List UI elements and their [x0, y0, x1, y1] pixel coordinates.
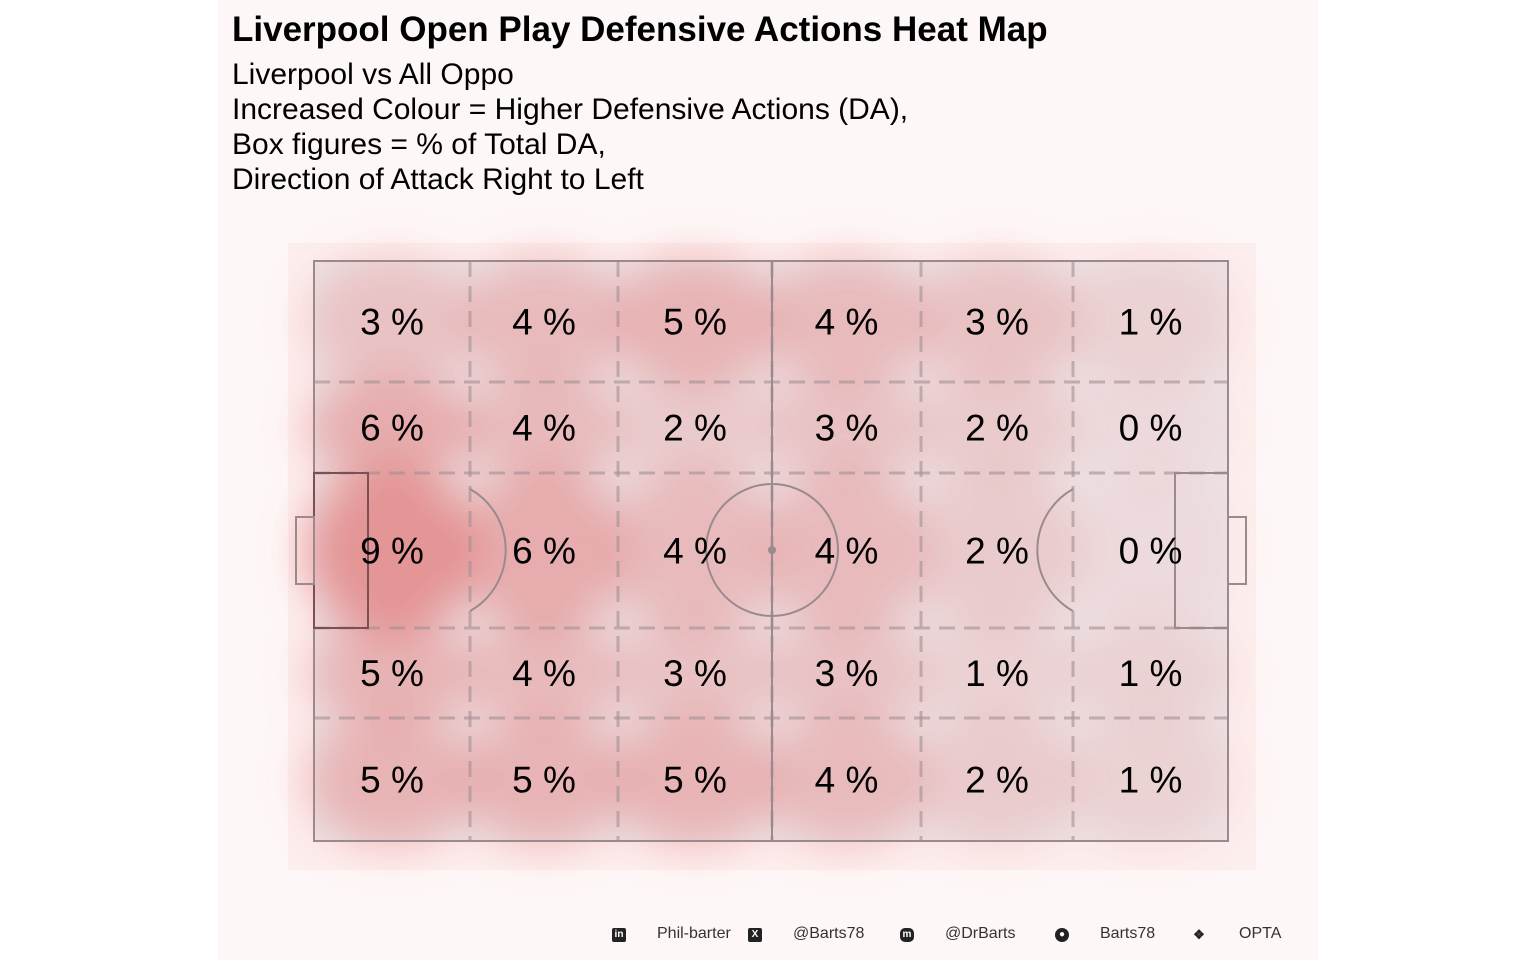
zone-percent-label: 2 % [965, 760, 1029, 801]
zone-percent-label: 1 % [1119, 653, 1183, 694]
mastodon-icon: m [900, 928, 914, 942]
centre-circle [705, 483, 839, 617]
heat-cell [610, 465, 780, 636]
heat-cell [764, 377, 929, 478]
heat-cell [913, 377, 1081, 478]
footer-github[interactable]: Barts78 [1100, 925, 1156, 942]
zone-percent-label: 4 % [815, 531, 879, 572]
x-twitter-icon: X [748, 928, 762, 942]
right-goal [1227, 516, 1247, 585]
heat-cell [913, 465, 1081, 636]
zone-percent-label: 0 % [1119, 531, 1183, 572]
zone-percent-label: 1 % [1119, 302, 1183, 343]
zone-percent-label: 5 % [663, 302, 727, 343]
subtitle-line-3: Box figures = % of Total DA, [232, 128, 606, 161]
heat-cell [764, 254, 929, 389]
zone-percent-label: 3 % [965, 302, 1029, 343]
zone-percent-label: 3 % [663, 653, 727, 694]
zone-percent-label: 2 % [965, 531, 1029, 572]
zone-percent-label: 5 % [360, 760, 424, 801]
heat-cell [462, 377, 626, 478]
zone-percent-label: 9 % [360, 531, 424, 572]
right-arc [1036, 488, 1074, 612]
zone-percent-label: 4 % [512, 653, 576, 694]
heat-cell [462, 623, 626, 723]
heat-cell [610, 623, 780, 723]
heat-cell [306, 465, 478, 636]
heat-cell [764, 623, 929, 723]
zone-percent-label: 6 % [512, 531, 576, 572]
heat-cell [1065, 711, 1236, 848]
chart-title: Liverpool Open Play Defensive Actions He… [232, 10, 1048, 49]
zone-percent-label: 5 % [512, 760, 576, 801]
heat-cell [610, 711, 780, 848]
dropbox-icon: ❖ [1193, 927, 1205, 942]
heat-cell [306, 623, 478, 723]
zone-percent-label: 1 % [965, 653, 1029, 694]
zone-percent-label: 2 % [965, 408, 1029, 449]
zone-percent-label: 4 % [512, 408, 576, 449]
heat-cell [913, 711, 1081, 848]
zone-percent-label: 4 % [815, 760, 879, 801]
zone-percent-label: 4 % [512, 302, 576, 343]
left-goal [295, 516, 315, 585]
heat-cell [306, 711, 478, 848]
heat-cell [1065, 254, 1236, 389]
heat-cell [462, 465, 626, 636]
heat-cell [462, 254, 626, 389]
zone-percent-label: 5 % [663, 760, 727, 801]
zone-percent-label: 3 % [815, 653, 879, 694]
footer-linkedin[interactable]: Phil-barter [657, 925, 731, 942]
subtitle-line-4: Direction of Attack Right to Left [232, 163, 644, 196]
heat-cell [764, 711, 929, 848]
heat-cell [306, 254, 478, 389]
footer-mastodon[interactable]: @DrBarts [945, 925, 1016, 942]
zone-percent-label: 2 % [663, 408, 727, 449]
heat-cell [306, 377, 478, 478]
zone-percent-label: 6 % [360, 408, 424, 449]
github-icon: ● [1055, 928, 1069, 942]
pitch-markings [295, 260, 1247, 842]
zone-percent-label: 3 % [815, 408, 879, 449]
heat-cell [462, 711, 626, 848]
zone-labels: 3 % 4 % 5 % 4 % 3 % 1 % 6 % 4 % 2 % 3 % 2 % 0 % 9 % 6… [360, 302, 1182, 801]
heat-cell [764, 465, 929, 636]
heat-cell [913, 254, 1081, 389]
subtitle-line-1: Liverpool vs All Oppo [232, 58, 514, 91]
footer-x[interactable]: @Barts78 [793, 925, 865, 942]
zone-percent-label: 3 % [360, 302, 424, 343]
linkedin-icon: in [612, 928, 626, 942]
footer-source[interactable]: OPTA [1239, 925, 1282, 942]
zone-percent-label: 5 % [360, 653, 424, 694]
zone-percent-label: 1 % [1119, 760, 1183, 801]
heat-cell [1065, 623, 1236, 723]
zone-percent-label: 4 % [815, 302, 879, 343]
zone-percent-label: 4 % [663, 531, 727, 572]
centre-spot [768, 546, 776, 554]
heat-cell [610, 377, 780, 478]
heat-layer [306, 254, 1236, 848]
footer: in Phil-barter X @Barts78 m @DrBarts ● B… [0, 925, 1536, 947]
heat-cell [913, 623, 1081, 723]
heat-cell [610, 254, 780, 389]
subtitle-line-2: Increased Colour = Higher Defensive Acti… [232, 93, 909, 126]
heat-cell [1065, 465, 1236, 636]
zone-percent-label: 0 % [1119, 408, 1183, 449]
heat-cell [1065, 377, 1236, 478]
left-arc [469, 488, 507, 612]
